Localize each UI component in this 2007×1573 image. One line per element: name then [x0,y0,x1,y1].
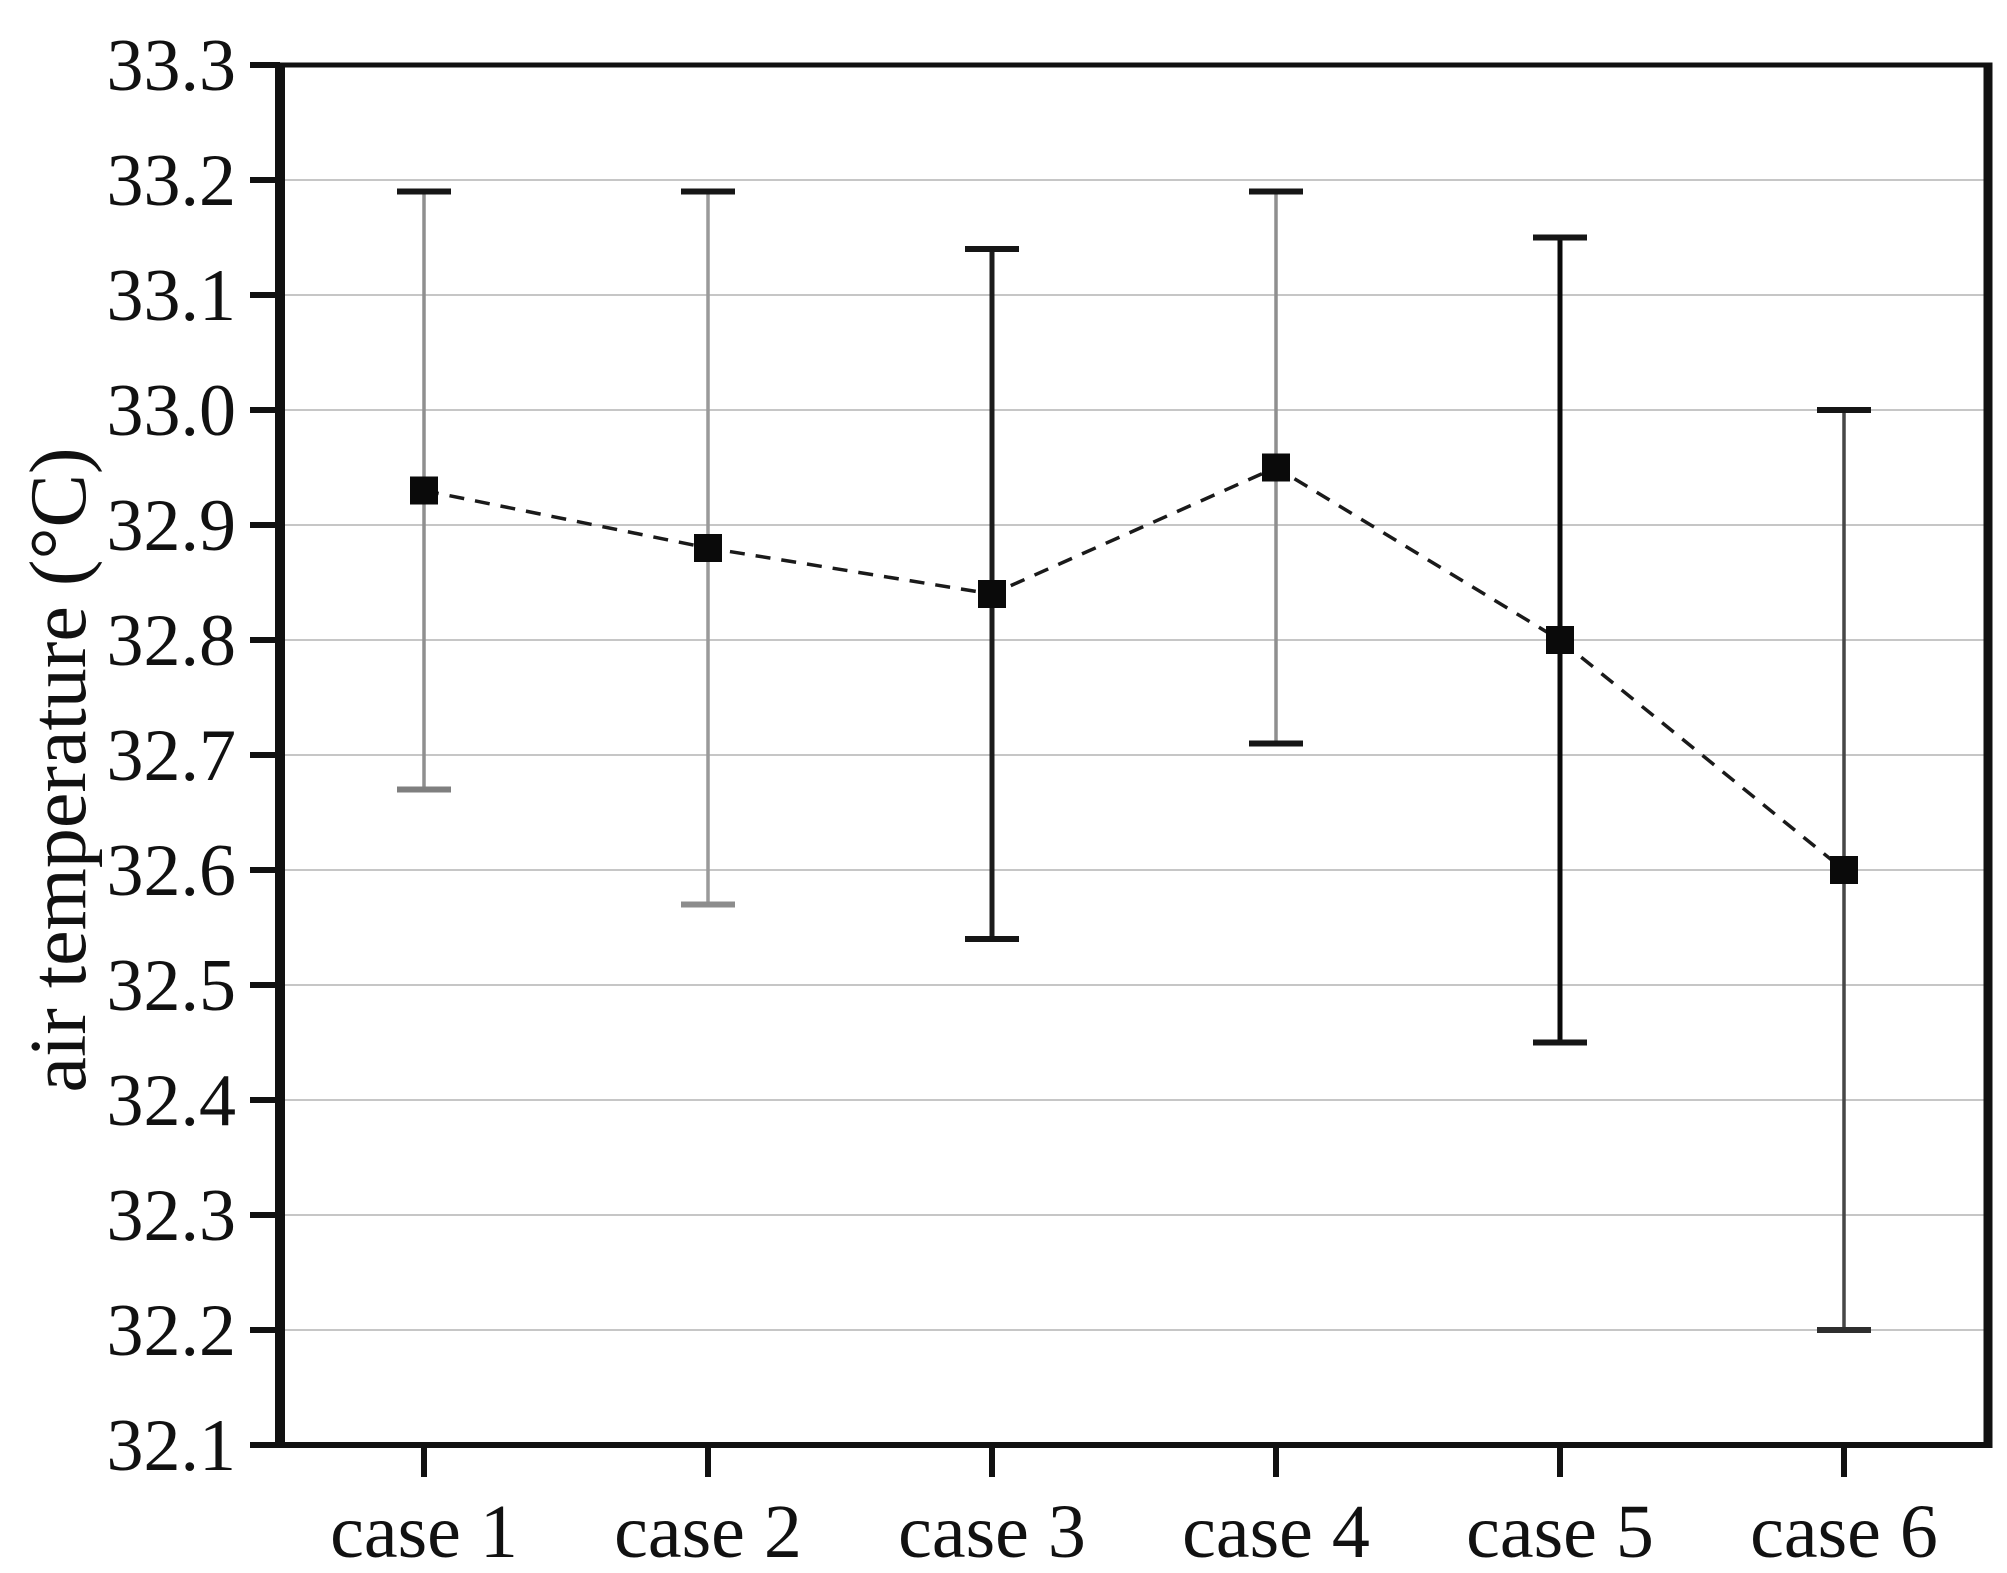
data-point-marker [978,580,1006,608]
x-tick-label: case 6 [1750,1490,1938,1573]
grid-layer [280,179,1988,1331]
y-tick-label: 33.1 [107,255,237,337]
y-tick-label: 32.2 [107,1290,237,1372]
data-point-marker [1830,856,1858,884]
y-tick-label: 32.5 [107,945,237,1027]
x-tick-label: case 3 [898,1490,1086,1573]
axes-layer [250,62,1993,1477]
y-tick-label: 32.9 [107,485,237,567]
y-tick-label: 33.3 [107,25,237,107]
data-point-marker [694,534,722,562]
y-tick-label: 33.2 [107,140,237,222]
y-tick-label: 32.7 [107,715,237,797]
data-point-marker [410,476,438,505]
error-bar-layer [397,188,1871,1333]
x-tick-label: case 5 [1466,1490,1654,1573]
y-tick-label: 32.6 [107,830,237,912]
x-tick-label: case 1 [330,1490,518,1573]
x-tick-label: case 4 [1182,1490,1370,1573]
y-tick-label: 32.1 [107,1405,237,1487]
y-tick-label: 33.0 [107,370,237,452]
data-point-marker [1546,626,1574,654]
labels-layer: 33.3 33.2 33.1 33.0 32.9 32.8 32.7 32.6 32.5 32.4… [107,25,1938,1573]
y-tick-label: 32.4 [107,1060,237,1142]
data-point-marker [1262,453,1290,482]
y-axis-title: air temperature (°C) [15,448,103,1093]
x-tick-label: case 2 [614,1490,802,1573]
series-line [423,465,1846,872]
y-tick-label: 32.8 [107,600,237,682]
y-tick-label: 32.3 [107,1175,237,1257]
series-layer [410,453,1858,884]
